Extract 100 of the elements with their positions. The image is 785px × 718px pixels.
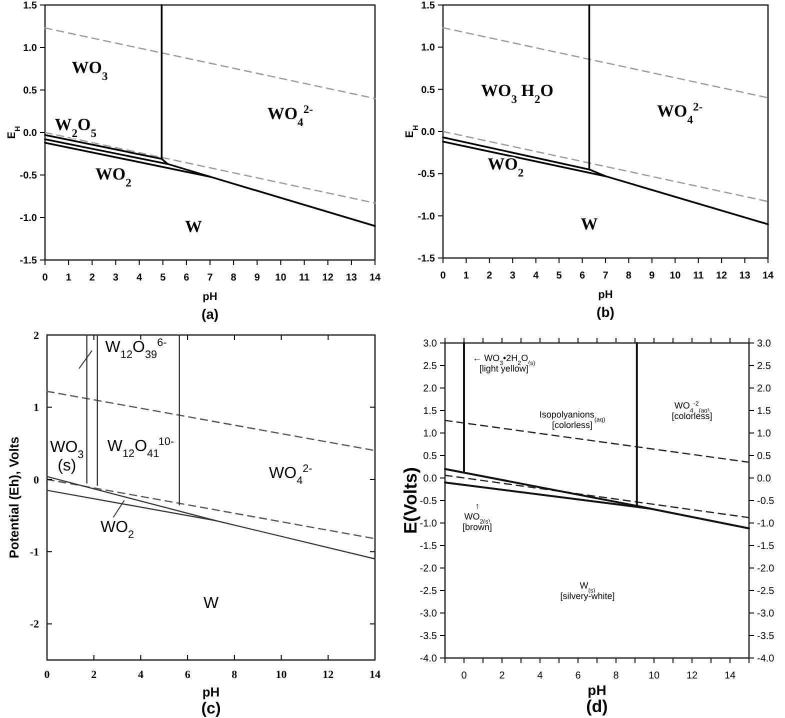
x-tick-label: 9 xyxy=(649,270,656,282)
y2-tick-label: 1.5 xyxy=(757,406,772,417)
y-tick-label: -2.0 xyxy=(420,564,438,574)
y-tick-label: 0 xyxy=(34,474,40,486)
annotation: WO$_{3}$ xyxy=(72,58,108,82)
x-tick-label: 1 xyxy=(463,270,470,282)
x-tick-label: 6 xyxy=(184,668,191,681)
x-tick-label: 6 xyxy=(580,270,586,282)
x-tick-label: 4 xyxy=(533,270,540,282)
y-tick-label: 2.5 xyxy=(423,361,438,372)
y2-tick-label: -0.5 xyxy=(757,496,775,507)
x-tick-label: 14 xyxy=(724,670,736,682)
text: (a) xyxy=(201,306,219,322)
y2-tick-label: 3.0 xyxy=(757,338,772,350)
x-tick-label: 12 xyxy=(322,668,334,681)
y2-tick-label: 2.0 xyxy=(757,384,772,394)
y-tick-label: -2 xyxy=(30,618,40,631)
annotation: WO$_{2}$ xyxy=(100,518,134,541)
y-tick-label: -3.5 xyxy=(420,631,438,642)
y-tick-label: 3.0 xyxy=(423,338,438,350)
x-axis-title: pH xyxy=(588,682,606,698)
x-tick-label: 10 xyxy=(648,670,660,682)
y-tick-label: -1.5 xyxy=(420,541,438,552)
x-tick-label: 2 xyxy=(499,670,506,682)
x-tick-label: 8 xyxy=(626,270,632,282)
y-tick-label: -2.5 xyxy=(420,586,438,597)
x-tick-label: 8 xyxy=(613,670,620,682)
x-tick-label: 14 xyxy=(370,668,381,681)
annotation: W$_{2}$O$_{5}$ xyxy=(54,114,97,140)
x-tick-label: 9 xyxy=(254,272,260,284)
y-axis-title: Potential (Eh), Volts xyxy=(6,436,22,558)
x-tick-label: 10 xyxy=(275,272,287,284)
y2-tick-label: -3.0 xyxy=(757,608,775,620)
y2-tick-label: 1.0 xyxy=(757,428,772,440)
x-axis-title: pH xyxy=(202,290,218,303)
annotation: W xyxy=(203,594,220,612)
x-tick-label: 0 xyxy=(44,668,50,681)
annotation: W$_{(s)}$ [silvery-white] xyxy=(560,580,615,601)
y-tick-label: 0.5 xyxy=(421,84,436,96)
x-tick-label: 5 xyxy=(556,270,562,282)
y-tick-label: 0.5 xyxy=(423,451,438,462)
x-tick-label: 14 xyxy=(762,270,774,282)
text: (d) xyxy=(586,696,608,716)
x-tick-label: 0 xyxy=(461,670,468,682)
annotation: Isopolyanions$_{(aq)}$ [colorless] xyxy=(539,409,606,430)
x-tick-label: 13 xyxy=(739,270,751,282)
y-tick-label: -4.0 xyxy=(420,654,438,664)
y2-tick-label: -2.0 xyxy=(757,564,775,574)
y-tick-label: -1.5 xyxy=(20,256,38,266)
x-tick-label: 8 xyxy=(232,668,238,681)
y-tick-label: 1.5 xyxy=(421,0,436,12)
x-tick-label: 3 xyxy=(112,272,119,284)
y-tick-label: -0.5 xyxy=(420,496,438,507)
y-tick-label: 1.5 xyxy=(423,406,438,417)
y-tick-label: 1 xyxy=(34,402,39,414)
text: (c) xyxy=(201,700,221,718)
x-tick-label: 0 xyxy=(440,270,446,282)
annotation: WO$_{2}$ xyxy=(95,164,132,189)
y-tick-label: 0.5 xyxy=(23,86,38,96)
x-tick-label: 6 xyxy=(575,670,582,682)
x-tick-label: 2 xyxy=(486,270,493,282)
x-tick-label: 5 xyxy=(160,272,166,284)
y-tick-label: 2 xyxy=(34,330,40,342)
y-tick-label: 1.0 xyxy=(23,43,38,54)
annotation: WO$_{2}$ xyxy=(488,154,524,179)
y-tick-label: -0.5 xyxy=(20,170,38,182)
y2-tick-label: 2.5 xyxy=(757,361,772,372)
x-tick-label: 11 xyxy=(693,270,704,282)
x-tick-label: 12 xyxy=(322,272,334,284)
annotation: WO$_{3}$ H$_{2}$O xyxy=(481,81,554,106)
y2-tick-label: -2.5 xyxy=(757,586,775,597)
y-tick-label: -1 xyxy=(30,546,39,559)
y-tick-label: 0.0 xyxy=(23,128,38,139)
x-tick-label: 12 xyxy=(716,270,728,282)
x-tick-label: 4 xyxy=(537,670,544,682)
x-tick-label: 10 xyxy=(276,668,288,681)
x-tick-label: 14 xyxy=(369,272,381,284)
y2-tick-label: 0.0 xyxy=(757,474,772,484)
x-tick-label: 13 xyxy=(346,272,358,284)
y2-tick-label: -3.5 xyxy=(757,631,775,642)
y-tick-label: -1.5 xyxy=(418,254,436,264)
y-tick-label: 1.0 xyxy=(421,42,436,54)
text: (b) xyxy=(596,304,614,320)
y-tick-label: -1.0 xyxy=(418,211,436,222)
x-axis-title: pH xyxy=(598,288,613,301)
y-tick-label: -0.5 xyxy=(418,169,436,180)
x-tick-label: 4 xyxy=(136,272,143,284)
x-tick-label: 10 xyxy=(670,270,682,282)
y-tick-label: 1.5 xyxy=(23,0,38,12)
x-tick-label: 2 xyxy=(91,668,98,681)
y-tick-label: 0.0 xyxy=(423,474,438,484)
y-axis-title: E(Volts) xyxy=(400,467,420,534)
x-tick-label: 3 xyxy=(510,270,516,282)
x-tick-label: 7 xyxy=(207,272,214,284)
y-tick-label: -1.0 xyxy=(20,213,38,224)
annotation: WO$_{3}$ (s) xyxy=(50,439,84,474)
x-tick-label: 12 xyxy=(686,670,698,682)
x-tick-label: 0 xyxy=(42,272,48,284)
x-tick-label: 11 xyxy=(298,272,310,284)
y-tick-label: 2.0 xyxy=(423,384,438,394)
